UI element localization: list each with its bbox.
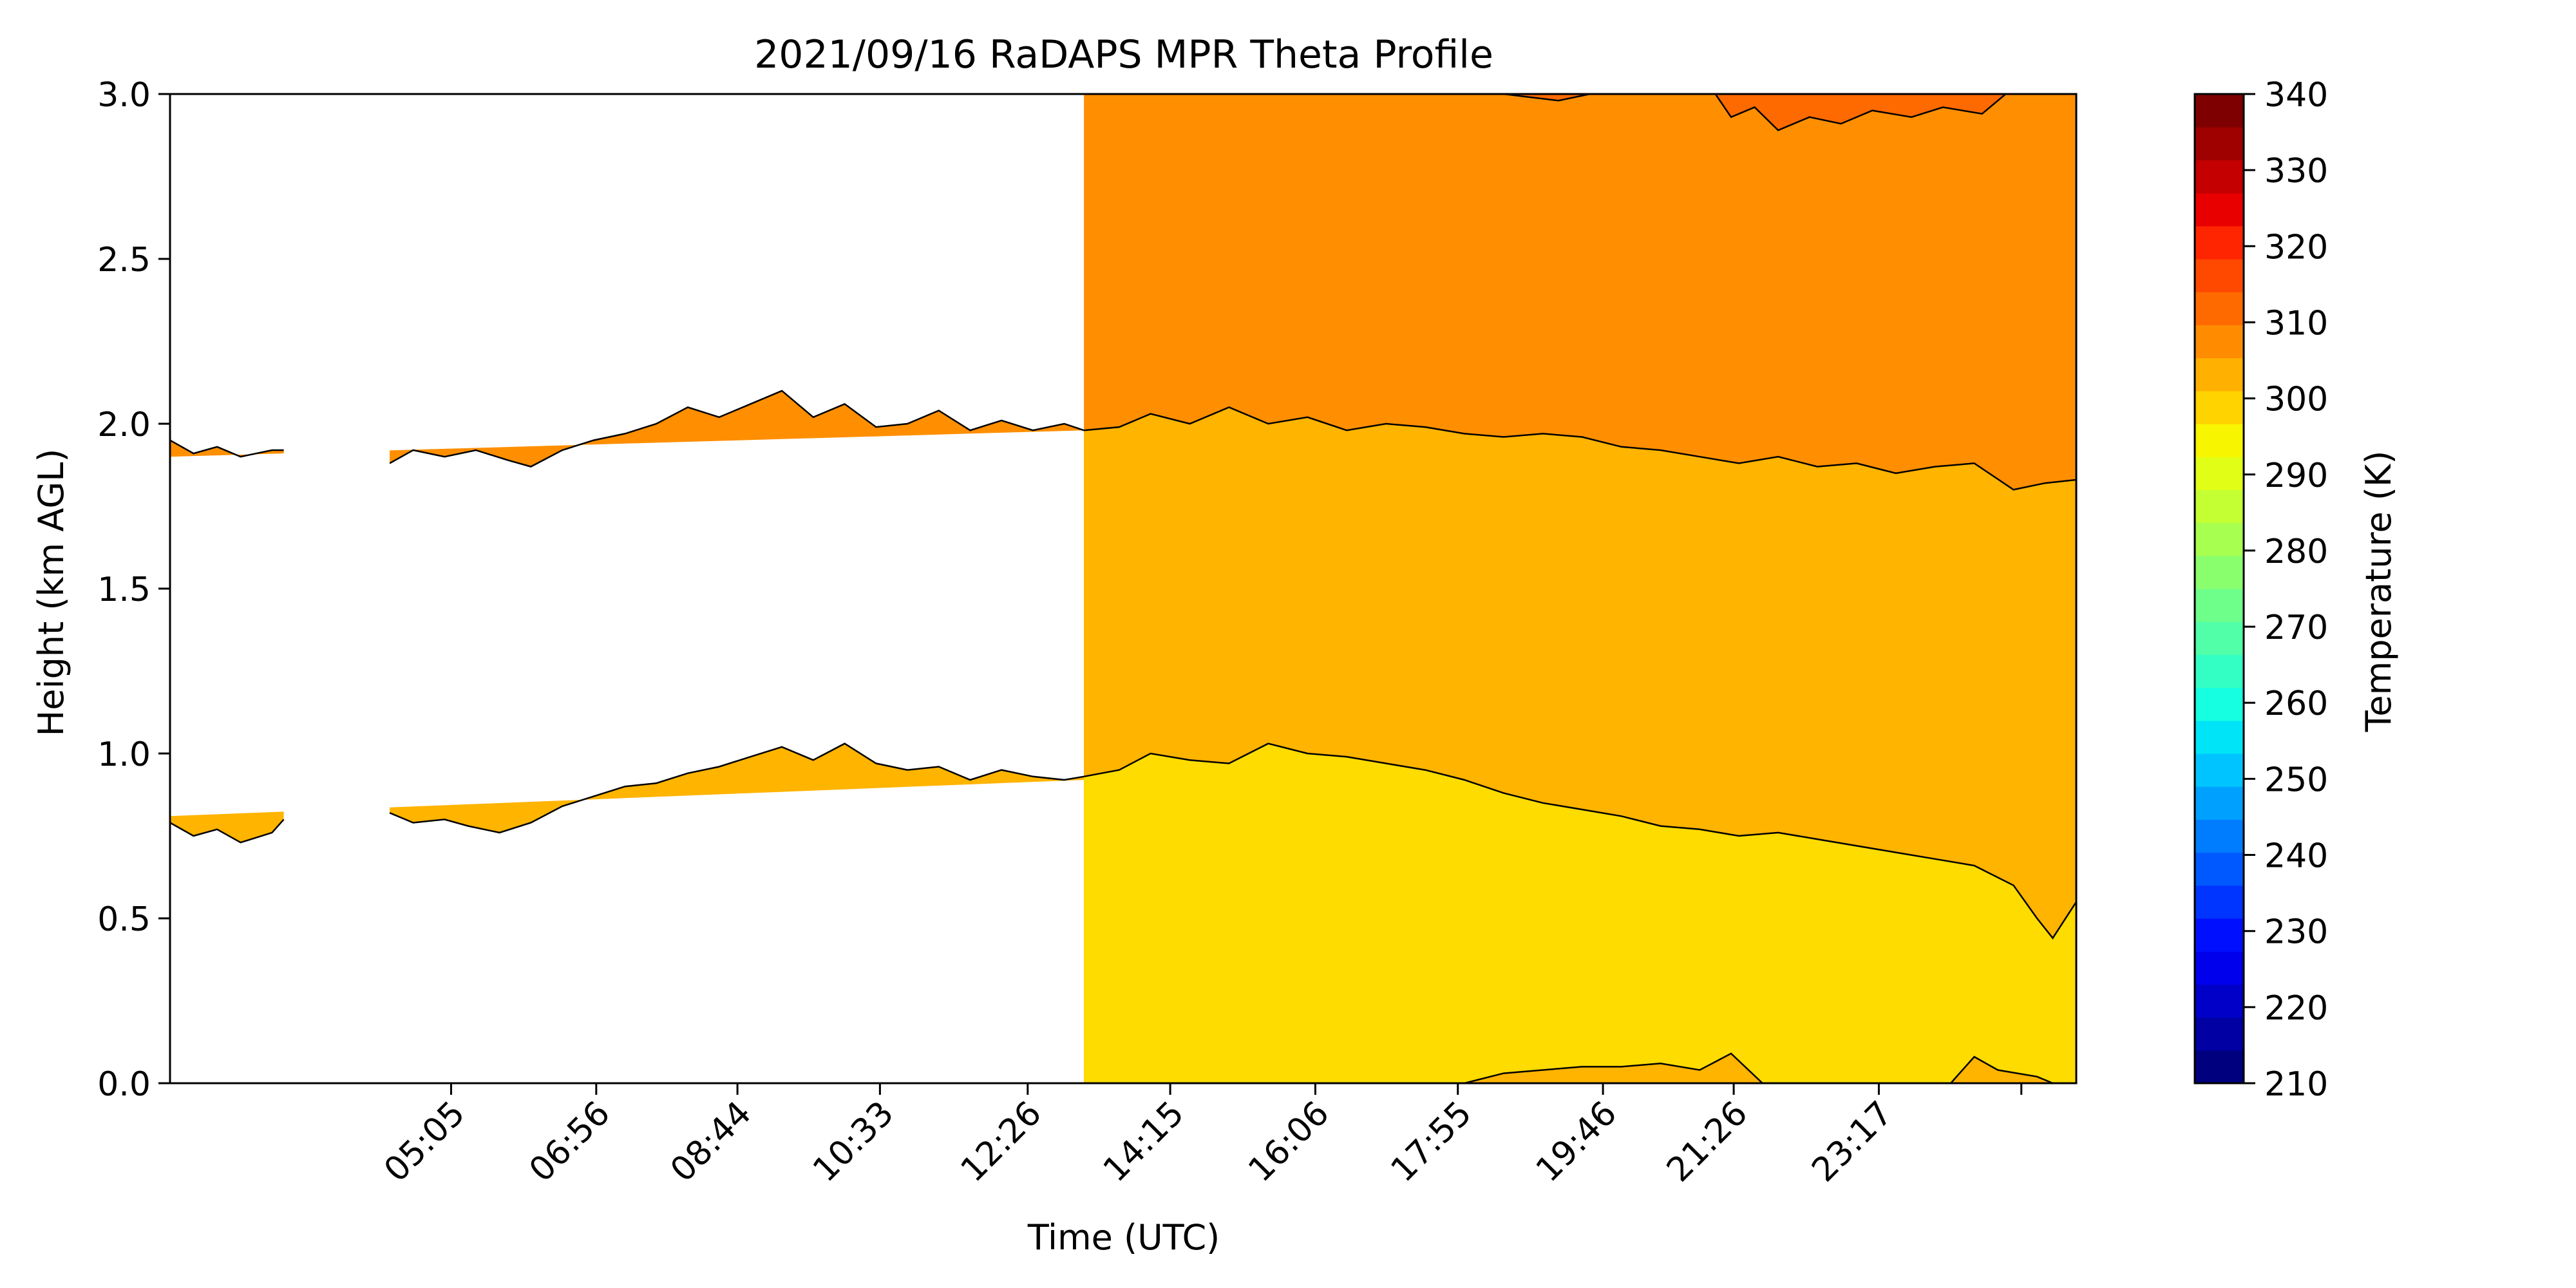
colorbar-tick-label: 250 xyxy=(2264,761,2328,799)
band-300-305-surface xyxy=(1464,1053,2053,1083)
x-tick-label: 06:56 xyxy=(522,1094,618,1189)
y-tick-label: 0.5 xyxy=(97,900,151,939)
colorbar-segment xyxy=(2195,522,2244,556)
colorbar-segment xyxy=(2195,489,2244,524)
colorbar-segment xyxy=(2195,621,2244,655)
band-310-315 xyxy=(1503,94,2006,131)
colorbar-frame xyxy=(2193,93,2245,1084)
colorbar-segment xyxy=(2195,127,2244,160)
colorbar-tick-label: 340 xyxy=(2264,76,2328,115)
plot-area xyxy=(170,94,2076,1083)
colorbar-segment xyxy=(2195,918,2244,952)
colorbar-tick-label: 280 xyxy=(2264,533,2328,571)
colorbar-tick-label: 220 xyxy=(2264,989,2328,1028)
colorbar-tick-label: 320 xyxy=(2264,228,2328,267)
x-tick-label: 23:17 xyxy=(1804,1094,1900,1189)
contour-high-early xyxy=(389,390,1084,468)
colorbar-tick-label: 290 xyxy=(2264,457,2328,495)
colorbar-segment xyxy=(2195,193,2244,227)
y-tick-label: 2.5 xyxy=(97,241,151,279)
colorbar-tick-label: 210 xyxy=(2264,1065,2328,1104)
colorbar-segment xyxy=(2195,325,2244,359)
x-tick-label: 05:05 xyxy=(377,1094,472,1189)
colorbar-segment xyxy=(2195,259,2244,292)
colorbar-segment xyxy=(2195,292,2244,325)
band-295-300 xyxy=(1084,743,2076,1083)
contour-310 xyxy=(1503,94,2007,131)
x-tick-label: 21:26 xyxy=(1660,1094,1755,1189)
chart-title: 2021/09/16 RaDAPS MPR Theta Profile xyxy=(754,32,1493,77)
x-tick-label: 10:33 xyxy=(806,1094,901,1189)
colorbar-segment xyxy=(2195,654,2244,688)
colorbar-tick-label: 310 xyxy=(2264,304,2328,343)
colorbar-tick-label: 260 xyxy=(2264,685,2328,723)
y-tick-label: 3.0 xyxy=(97,76,151,115)
y-tick-label: 0.0 xyxy=(97,1065,151,1104)
colorbar-segment xyxy=(2195,852,2244,886)
colorbar-tick-label: 300 xyxy=(2264,381,2328,419)
contour-305 xyxy=(1083,406,2076,491)
colorbar-segment xyxy=(2195,720,2244,754)
x-tick-label: 16:06 xyxy=(1241,1094,1336,1189)
colorbar-segment xyxy=(2195,390,2244,424)
wedge-high-305-310 xyxy=(390,390,1084,467)
colorbar-segment xyxy=(2195,753,2244,787)
y-axis: 0.0 0.5 1.0 1.5 2.0 2.5 3.0 xyxy=(97,76,170,1104)
colorbar-segment xyxy=(2195,951,2244,985)
colorbar-segment xyxy=(2195,160,2244,194)
x-tick-label: 08:44 xyxy=(663,1094,759,1189)
wedge-low-early xyxy=(170,811,284,843)
colorbar-tick-label: 330 xyxy=(2264,152,2328,191)
colorbar-tick-label: 240 xyxy=(2264,837,2328,876)
colorbar-segment xyxy=(2195,424,2244,457)
y-tick-label: 1.5 xyxy=(97,571,151,609)
colorbar-segment xyxy=(2195,225,2244,260)
contour-low-early xyxy=(389,743,1084,834)
colorbar: 210 220 230 240 250 260 270 280 290 300 310 320 330 3… xyxy=(2193,76,2328,1104)
colorbar-segment xyxy=(2195,819,2244,853)
colorbar-tick-label: 270 xyxy=(2264,609,2328,647)
colorbar-segment xyxy=(2195,555,2244,589)
colorbar-segment xyxy=(2195,885,2244,919)
colorbar-segment xyxy=(2195,357,2244,392)
contour-high-start xyxy=(170,439,284,458)
contour-300 xyxy=(1083,743,2076,940)
colorbar-segment xyxy=(2195,94,2244,128)
x-tick-label: 19:46 xyxy=(1529,1094,1624,1189)
contour-low-start xyxy=(170,819,285,844)
x-tick-label: 14:15 xyxy=(1096,1094,1191,1189)
y-tick-label: 2.0 xyxy=(97,406,151,444)
wedge-low-300-305 xyxy=(390,743,1084,833)
colorbar-tick-label: 230 xyxy=(2264,913,2328,952)
colorbar-segment xyxy=(2195,457,2244,490)
colorbar-segment xyxy=(2195,1050,2244,1084)
x-tick-label: 17:55 xyxy=(1384,1094,1479,1189)
colorbar-segment xyxy=(2195,687,2244,721)
plot-frame xyxy=(169,93,2078,1084)
colorbar-segment xyxy=(2195,1017,2244,1051)
colorbar-segment xyxy=(2195,589,2244,622)
y-tick-label: 1.0 xyxy=(97,735,151,774)
x-axis-label: Time (UTC) xyxy=(1027,1217,1220,1258)
colorbar-label: Temperature (K) xyxy=(2358,451,2399,733)
x-tick-label: 12:26 xyxy=(954,1094,1049,1189)
band-300-305 xyxy=(1084,407,2076,938)
colorbar-segment xyxy=(2195,984,2244,1018)
x-axis: 05:05 06:56 08:44 10:33 12:26 14:15 16:06 17:55… xyxy=(377,1083,2023,1189)
wedge-high-early xyxy=(170,440,284,457)
y-axis-label: Height (km AGL) xyxy=(31,449,71,737)
contour-295 xyxy=(1464,1052,2053,1083)
colorbar-segment xyxy=(2195,786,2244,820)
